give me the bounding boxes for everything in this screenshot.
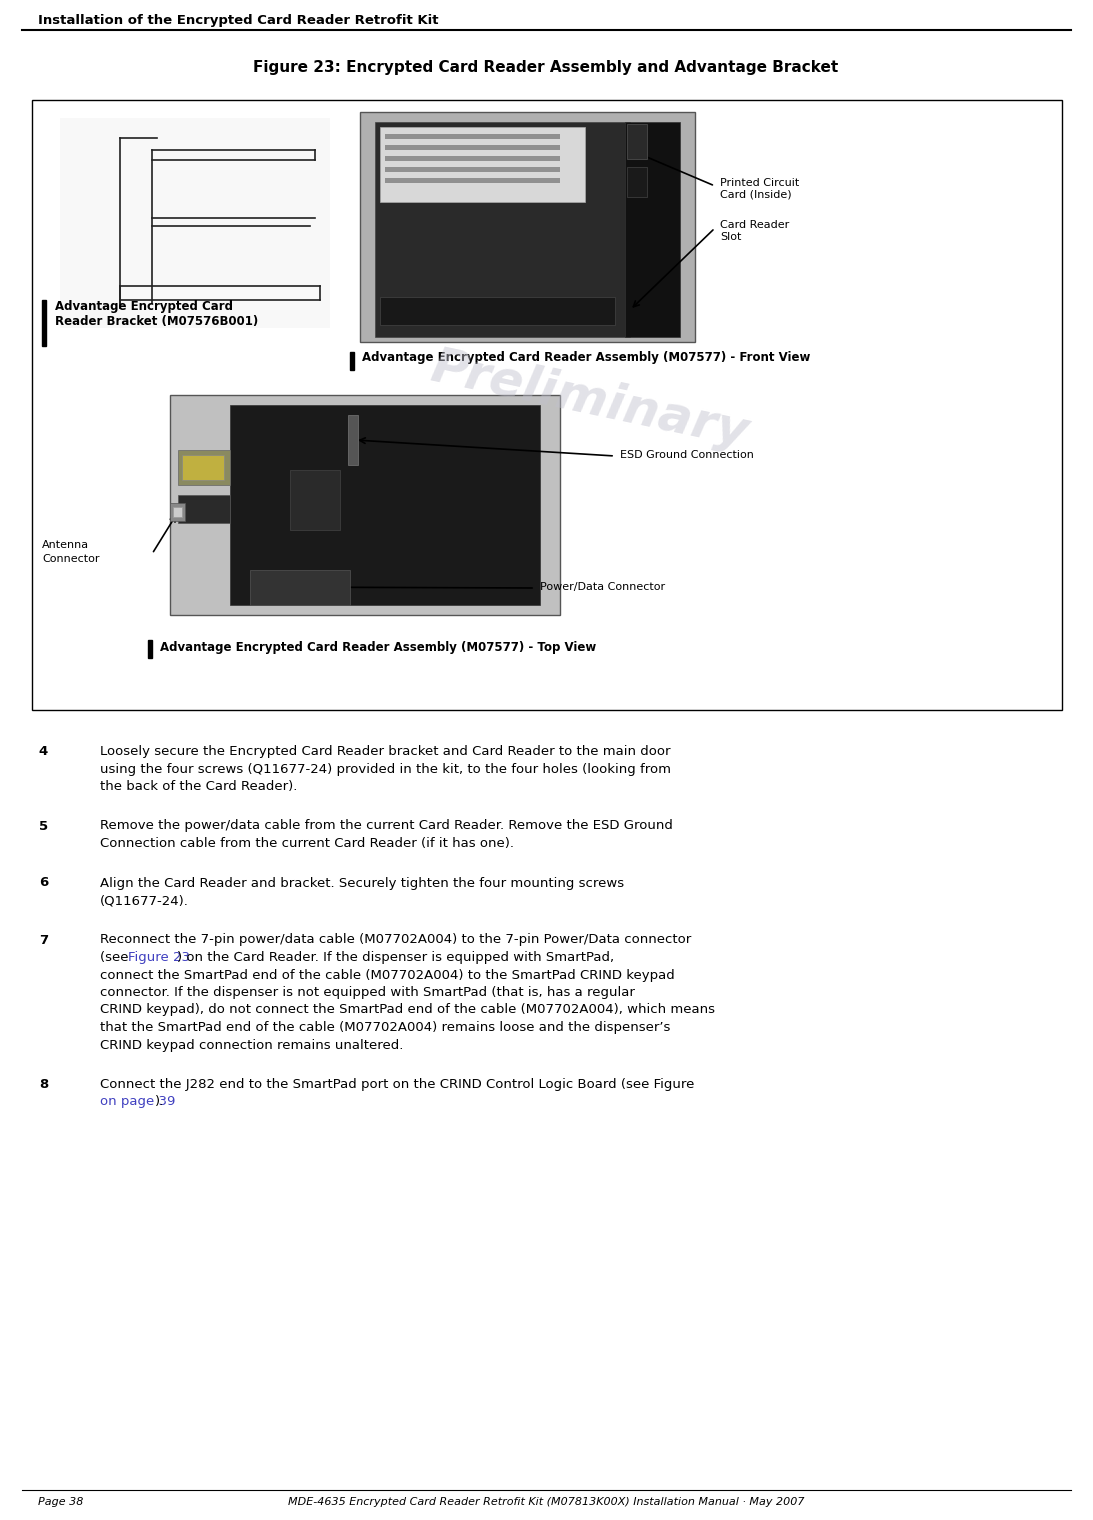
- Text: Align the Card Reader and bracket. Securely tighten the four mounting screws: Align the Card Reader and bracket. Secur…: [99, 877, 624, 889]
- Bar: [171, 503, 185, 521]
- Bar: [171, 395, 560, 616]
- Text: Connect the J282 end to the SmartPad port on the CRIND Control Logic Board (see : Connect the J282 end to the SmartPad por…: [99, 1078, 694, 1091]
- Text: ).: ).: [155, 1096, 164, 1108]
- Text: connector. If the dispenser is not equipped with SmartPad (that is, has a regula: connector. If the dispenser is not equip…: [99, 986, 635, 999]
- Bar: [625, 122, 680, 337]
- Bar: [230, 404, 540, 605]
- Text: ) on the Card Reader. If the dispenser is equipped with SmartPad,: ) on the Card Reader. If the dispenser i…: [177, 952, 614, 964]
- Bar: [385, 134, 560, 138]
- Bar: [42, 299, 46, 347]
- Bar: [385, 178, 560, 182]
- Text: 8: 8: [38, 1078, 48, 1091]
- Bar: [348, 415, 359, 465]
- Text: 5: 5: [39, 819, 48, 833]
- Bar: [60, 119, 330, 328]
- Text: on page 39: on page 39: [99, 1096, 175, 1108]
- Text: connect the SmartPad end of the cable (M07702A004) to the SmartPad CRIND keypad: connect the SmartPad end of the cable (M…: [99, 968, 674, 982]
- Bar: [385, 157, 560, 161]
- Bar: [290, 470, 340, 530]
- Text: Loosely secure the Encrypted Card Reader bracket and Card Reader to the main doo: Loosely secure the Encrypted Card Reader…: [99, 745, 670, 758]
- Bar: [375, 122, 630, 337]
- Text: Reconnect the 7-pin power/data cable (M07702A004) to the 7-pin Power/Data connec: Reconnect the 7-pin power/data cable (M0…: [99, 933, 691, 947]
- Bar: [32, 100, 1062, 710]
- Bar: [380, 128, 585, 202]
- Text: using the four screws (Q11677-24) provided in the kit, to the four holes (lookin: using the four screws (Q11677-24) provid…: [99, 763, 671, 775]
- Text: Figure 23: Encrypted Card Reader Assembly and Advantage Bracket: Figure 23: Encrypted Card Reader Assembl…: [254, 59, 838, 74]
- Text: Advantage Encrypted Card Reader Assembly (M07577) - Front View: Advantage Encrypted Card Reader Assembly…: [362, 351, 810, 365]
- Bar: [350, 353, 354, 369]
- Text: Connection cable from the current Card Reader (if it has one).: Connection cable from the current Card R…: [99, 838, 514, 850]
- Text: CRIND keypad connection remains unaltered.: CRIND keypad connection remains unaltere…: [99, 1038, 403, 1052]
- Text: Reader Bracket (M07576B001): Reader Bracket (M07576B001): [55, 315, 258, 328]
- Bar: [380, 296, 615, 325]
- Text: CRIND keypad), do not connect the SmartPad end of the cable (M07702A004), which : CRIND keypad), do not connect the SmartP…: [99, 1003, 715, 1017]
- Text: the back of the Card Reader).: the back of the Card Reader).: [99, 780, 297, 793]
- Text: Remove the power/data cable from the current Card Reader. Remove the ESD Ground: Remove the power/data cable from the cur…: [99, 819, 673, 833]
- Bar: [627, 167, 647, 198]
- Bar: [385, 167, 560, 172]
- Bar: [173, 508, 183, 517]
- Text: MDE-4635 Encrypted Card Reader Retrofit Kit (M07813K00X) Installation Manual · M: MDE-4635 Encrypted Card Reader Retrofit …: [287, 1497, 804, 1506]
- Text: 6: 6: [38, 877, 48, 889]
- Bar: [148, 640, 152, 658]
- Text: Card Reader
Slot: Card Reader Slot: [720, 220, 789, 242]
- Text: Page 38: Page 38: [38, 1497, 83, 1506]
- Text: Advantage Encrypted Card Reader Assembly (M07577) - Top View: Advantage Encrypted Card Reader Assembly…: [160, 640, 597, 654]
- Bar: [183, 454, 224, 480]
- Text: that the SmartPad end of the cable (M07702A004) remains loose and the dispenser’: that the SmartPad end of the cable (M077…: [99, 1021, 670, 1034]
- Text: Advantage Encrypted Card: Advantage Encrypted Card: [55, 299, 233, 313]
- Bar: [627, 125, 647, 160]
- Text: Power/Data Connector: Power/Data Connector: [540, 582, 666, 591]
- Text: (see: (see: [99, 952, 132, 964]
- Text: Installation of the Encrypted Card Reader Retrofit Kit: Installation of the Encrypted Card Reade…: [38, 14, 438, 27]
- Text: Preliminary: Preliminary: [426, 344, 753, 458]
- Text: 7: 7: [39, 933, 48, 947]
- Bar: [178, 496, 230, 523]
- Text: Printed Circuit
Card (Inside): Printed Circuit Card (Inside): [720, 178, 799, 199]
- Bar: [385, 144, 560, 150]
- Text: 4: 4: [38, 745, 48, 758]
- Text: Antenna: Antenna: [42, 540, 90, 550]
- Text: Connector: Connector: [42, 553, 99, 564]
- Bar: [360, 112, 695, 342]
- Text: Figure 23: Figure 23: [128, 952, 189, 964]
- Bar: [250, 570, 350, 605]
- Text: ESD Ground Connection: ESD Ground Connection: [620, 450, 754, 461]
- Bar: [178, 450, 230, 485]
- Text: (Q11677-24).: (Q11677-24).: [99, 894, 189, 907]
